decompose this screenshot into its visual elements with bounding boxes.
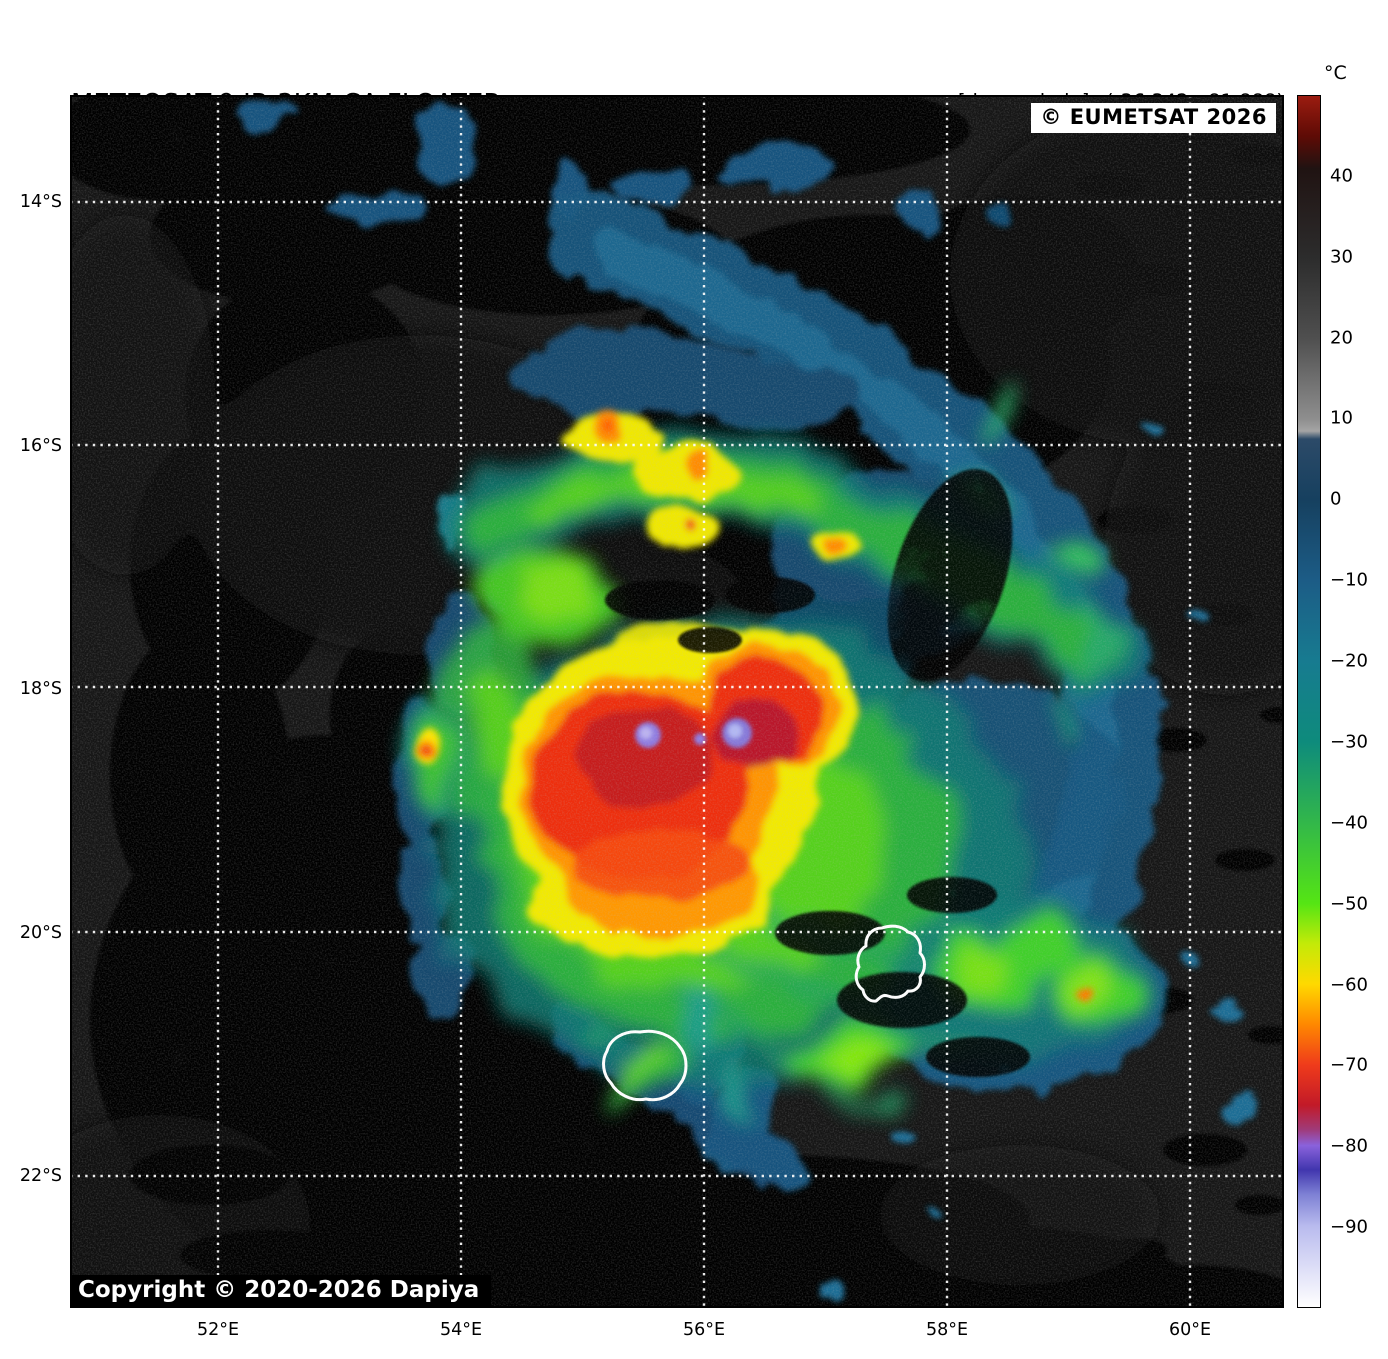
dapiya-copyright-bar: Copyright © 2020-2026 Dapiya <box>70 1275 491 1308</box>
temperature-colorbar <box>1297 95 1321 1308</box>
lon-tick-label: 56°E <box>683 1320 725 1340</box>
sensor-grain-overlay <box>70 95 1284 1308</box>
colorbar-tick-label: −10 <box>1330 570 1368 591</box>
lat-tick-label: 20°S <box>0 923 62 943</box>
colorbar-tick-label: −50 <box>1330 893 1368 914</box>
colorbar-tick-label: −90 <box>1330 1217 1368 1238</box>
satellite-scene <box>70 95 1284 1308</box>
colorbar-tick-label: −80 <box>1330 1136 1368 1157</box>
colorbar-tick-label: 20 <box>1330 327 1353 348</box>
meteosat-floater-figure: METEOSAT-9 IR-3KM-CA FLOATER Time: 2026/… <box>0 0 1388 1359</box>
lat-tick-label: 18°S <box>0 679 62 699</box>
colorbar-tick-label: −70 <box>1330 1055 1368 1076</box>
colorbar-gradient <box>1298 96 1320 1307</box>
lat-tick-label: 16°S <box>0 436 62 456</box>
lat-tick-label: 14°S <box>0 192 62 212</box>
colorbar-tick-label: −30 <box>1330 731 1368 752</box>
colorbar-unit-label: °C <box>1324 62 1347 84</box>
lon-tick-label: 54°E <box>440 1320 482 1340</box>
lon-tick-label: 58°E <box>926 1320 968 1340</box>
lon-tick-label: 52°E <box>197 1320 239 1340</box>
colorbar-tick-label: 30 <box>1330 246 1353 267</box>
satellite-map: © EUMETSAT 2026 Copyright © 2020-2026 Da… <box>70 95 1284 1308</box>
lon-tick-label: 60°E <box>1169 1320 1211 1340</box>
colorbar-tick-label: 40 <box>1330 165 1353 186</box>
eumetsat-copyright-badge: © EUMETSAT 2026 <box>1031 103 1276 133</box>
colorbar-tick-label: −60 <box>1330 974 1368 995</box>
colorbar-tick-label: −40 <box>1330 812 1368 833</box>
lat-tick-label: 22°S <box>0 1166 62 1186</box>
colorbar-tick-label: 10 <box>1330 408 1353 429</box>
colorbar-tick-label: 0 <box>1330 489 1341 510</box>
colorbar-tick-label: −20 <box>1330 651 1368 672</box>
